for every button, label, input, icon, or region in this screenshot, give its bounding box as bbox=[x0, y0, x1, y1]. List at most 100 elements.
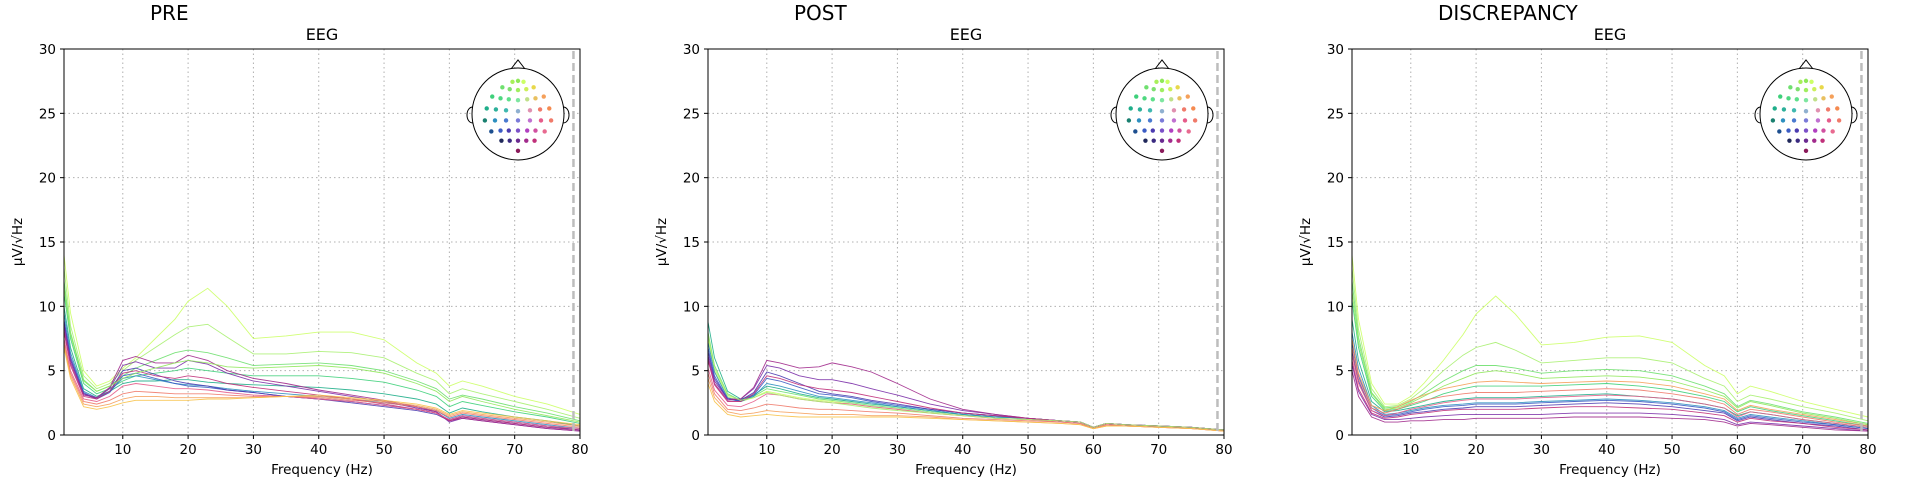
sensor-dot-32 bbox=[515, 128, 521, 133]
sensor-dot-39 bbox=[1168, 138, 1173, 143]
series-line-10 bbox=[707, 373, 1225, 432]
sensor-dot-25 bbox=[1803, 118, 1809, 123]
sensor-dot-24 bbox=[1147, 118, 1153, 123]
sensor-dot-7 bbox=[1175, 85, 1180, 90]
sensor-dot-39 bbox=[1812, 138, 1817, 143]
series-line-6 bbox=[63, 319, 581, 431]
x-axis-label: Frequency (Hz) bbox=[271, 462, 373, 478]
sensor-dot-22 bbox=[482, 118, 488, 123]
x-tick-label: 20 bbox=[1468, 442, 1485, 458]
sensor-dot-1 bbox=[1159, 78, 1165, 84]
sensor-dot-13 bbox=[1821, 96, 1826, 101]
x-tick-label: 60 bbox=[1085, 442, 1102, 458]
series-line-1 bbox=[1351, 267, 1869, 422]
series-line-2 bbox=[1351, 280, 1869, 424]
sensor-dot-6 bbox=[1168, 86, 1173, 92]
sensor-dot-40 bbox=[1820, 138, 1825, 143]
sensor-dot-2 bbox=[521, 79, 526, 85]
sensor-dot-34 bbox=[1177, 128, 1182, 133]
sensor-dot-0 bbox=[1798, 79, 1803, 85]
sensor-dot-14 bbox=[1185, 94, 1190, 99]
sensor-dot-25 bbox=[515, 118, 521, 123]
sensor-dot-12 bbox=[1169, 97, 1174, 102]
x-tick-label: 50 bbox=[1019, 442, 1036, 458]
sensor-dot-30 bbox=[498, 128, 503, 133]
x-tick-label: 80 bbox=[571, 442, 588, 458]
axes-title: EEG bbox=[1594, 25, 1627, 44]
tick-labels: 10 20 30 40 50 60 70 80 0 5 10 15 20 25 30 bbox=[1327, 42, 1877, 458]
sensor-dot-22 bbox=[1770, 118, 1776, 123]
sensor-dot-6 bbox=[1812, 86, 1817, 92]
sensor-dot-11 bbox=[1159, 98, 1165, 103]
x-tick-label: 60 bbox=[1729, 442, 1746, 458]
sensor-dot-35 bbox=[1830, 129, 1835, 134]
y-tick-label: 15 bbox=[1327, 235, 1344, 251]
sensor-dot-4 bbox=[1795, 86, 1800, 92]
y-tick-label: 25 bbox=[39, 106, 56, 122]
series-line-8 bbox=[1351, 364, 1869, 432]
panel-pre: PRE EEG µV/√Hz Frequency (Hz) 10 20 30 40 50… bbox=[10, 1, 589, 478]
y-tick-label: 0 bbox=[691, 428, 700, 444]
x-tick-label: 30 bbox=[245, 442, 262, 458]
series-line-15 bbox=[63, 286, 581, 423]
x-tick-label: 50 bbox=[1663, 442, 1680, 458]
series-group bbox=[707, 321, 1225, 432]
sensor-dot-24 bbox=[503, 118, 509, 123]
sensor-dot-36 bbox=[1787, 138, 1792, 143]
sensor-dot-35 bbox=[542, 129, 547, 134]
head-nose bbox=[1798, 59, 1814, 70]
sensor-dot-19 bbox=[527, 108, 533, 113]
x-tick-label: 10 bbox=[1402, 442, 1419, 458]
y-tick-label: 30 bbox=[1327, 42, 1344, 58]
sensor-dot-23 bbox=[1780, 118, 1786, 123]
head-outline bbox=[1115, 67, 1209, 161]
sensor-dot-34 bbox=[533, 128, 538, 133]
sensor-dot-14 bbox=[1829, 94, 1834, 99]
series-line-14 bbox=[63, 347, 581, 426]
sensor-dot-29 bbox=[1133, 129, 1138, 134]
sensor-dot-0 bbox=[510, 79, 515, 85]
y-axis-label: µV/√Hz bbox=[654, 218, 670, 266]
x-tick-label: 80 bbox=[1215, 442, 1232, 458]
sensor-dot-17 bbox=[1147, 108, 1153, 113]
y-tick-label: 10 bbox=[683, 299, 700, 315]
sensor-dot-33 bbox=[1813, 128, 1818, 133]
y-tick-label: 15 bbox=[683, 235, 700, 251]
y-tick-label: 30 bbox=[683, 42, 700, 58]
sensor-dot-40 bbox=[1176, 138, 1181, 143]
x-tick-label: 10 bbox=[114, 442, 131, 458]
y-tick-label: 5 bbox=[47, 364, 56, 380]
sensor-dot-28 bbox=[548, 118, 554, 123]
y-tick-label: 20 bbox=[39, 171, 56, 187]
head-left-ear bbox=[1754, 106, 1762, 124]
sensor-dot-13 bbox=[1177, 96, 1182, 101]
series-line-12 bbox=[707, 383, 1225, 432]
y-tick-label: 30 bbox=[39, 42, 56, 58]
head-right-ear bbox=[1850, 106, 1858, 124]
sensor-dot-9 bbox=[1142, 96, 1147, 101]
sensor-dot-1 bbox=[515, 78, 521, 84]
y-axis-label: µV/√Hz bbox=[1298, 218, 1314, 266]
panel-title: POST bbox=[794, 1, 847, 25]
sensor-dot-22 bbox=[1126, 118, 1132, 123]
sensor-dot-16 bbox=[1781, 107, 1787, 112]
sensor-dot-14 bbox=[541, 94, 546, 99]
y-tick-label: 15 bbox=[39, 235, 56, 251]
sensor-dot-30 bbox=[1786, 128, 1791, 133]
sensor-dot-35 bbox=[1186, 129, 1191, 134]
series-line-1 bbox=[63, 267, 581, 419]
sensor-dot-15 bbox=[1128, 106, 1133, 111]
sensor-dot-23 bbox=[1136, 118, 1142, 123]
sensor-dot-3 bbox=[1788, 85, 1793, 90]
sensor-dot-3 bbox=[500, 85, 505, 90]
sensor-dot-15 bbox=[484, 106, 489, 111]
y-tick-label: 10 bbox=[1327, 299, 1344, 315]
head-outline bbox=[1759, 67, 1853, 161]
head-nose bbox=[1154, 59, 1170, 70]
sensor-dot-21 bbox=[1191, 106, 1196, 111]
sensor-dot-20 bbox=[1825, 107, 1831, 112]
sensor-dot-41 bbox=[1159, 148, 1165, 153]
sensor-dot-41 bbox=[515, 148, 521, 153]
sensor-dot-27 bbox=[1182, 118, 1188, 123]
sensor-dot-10 bbox=[506, 97, 511, 102]
